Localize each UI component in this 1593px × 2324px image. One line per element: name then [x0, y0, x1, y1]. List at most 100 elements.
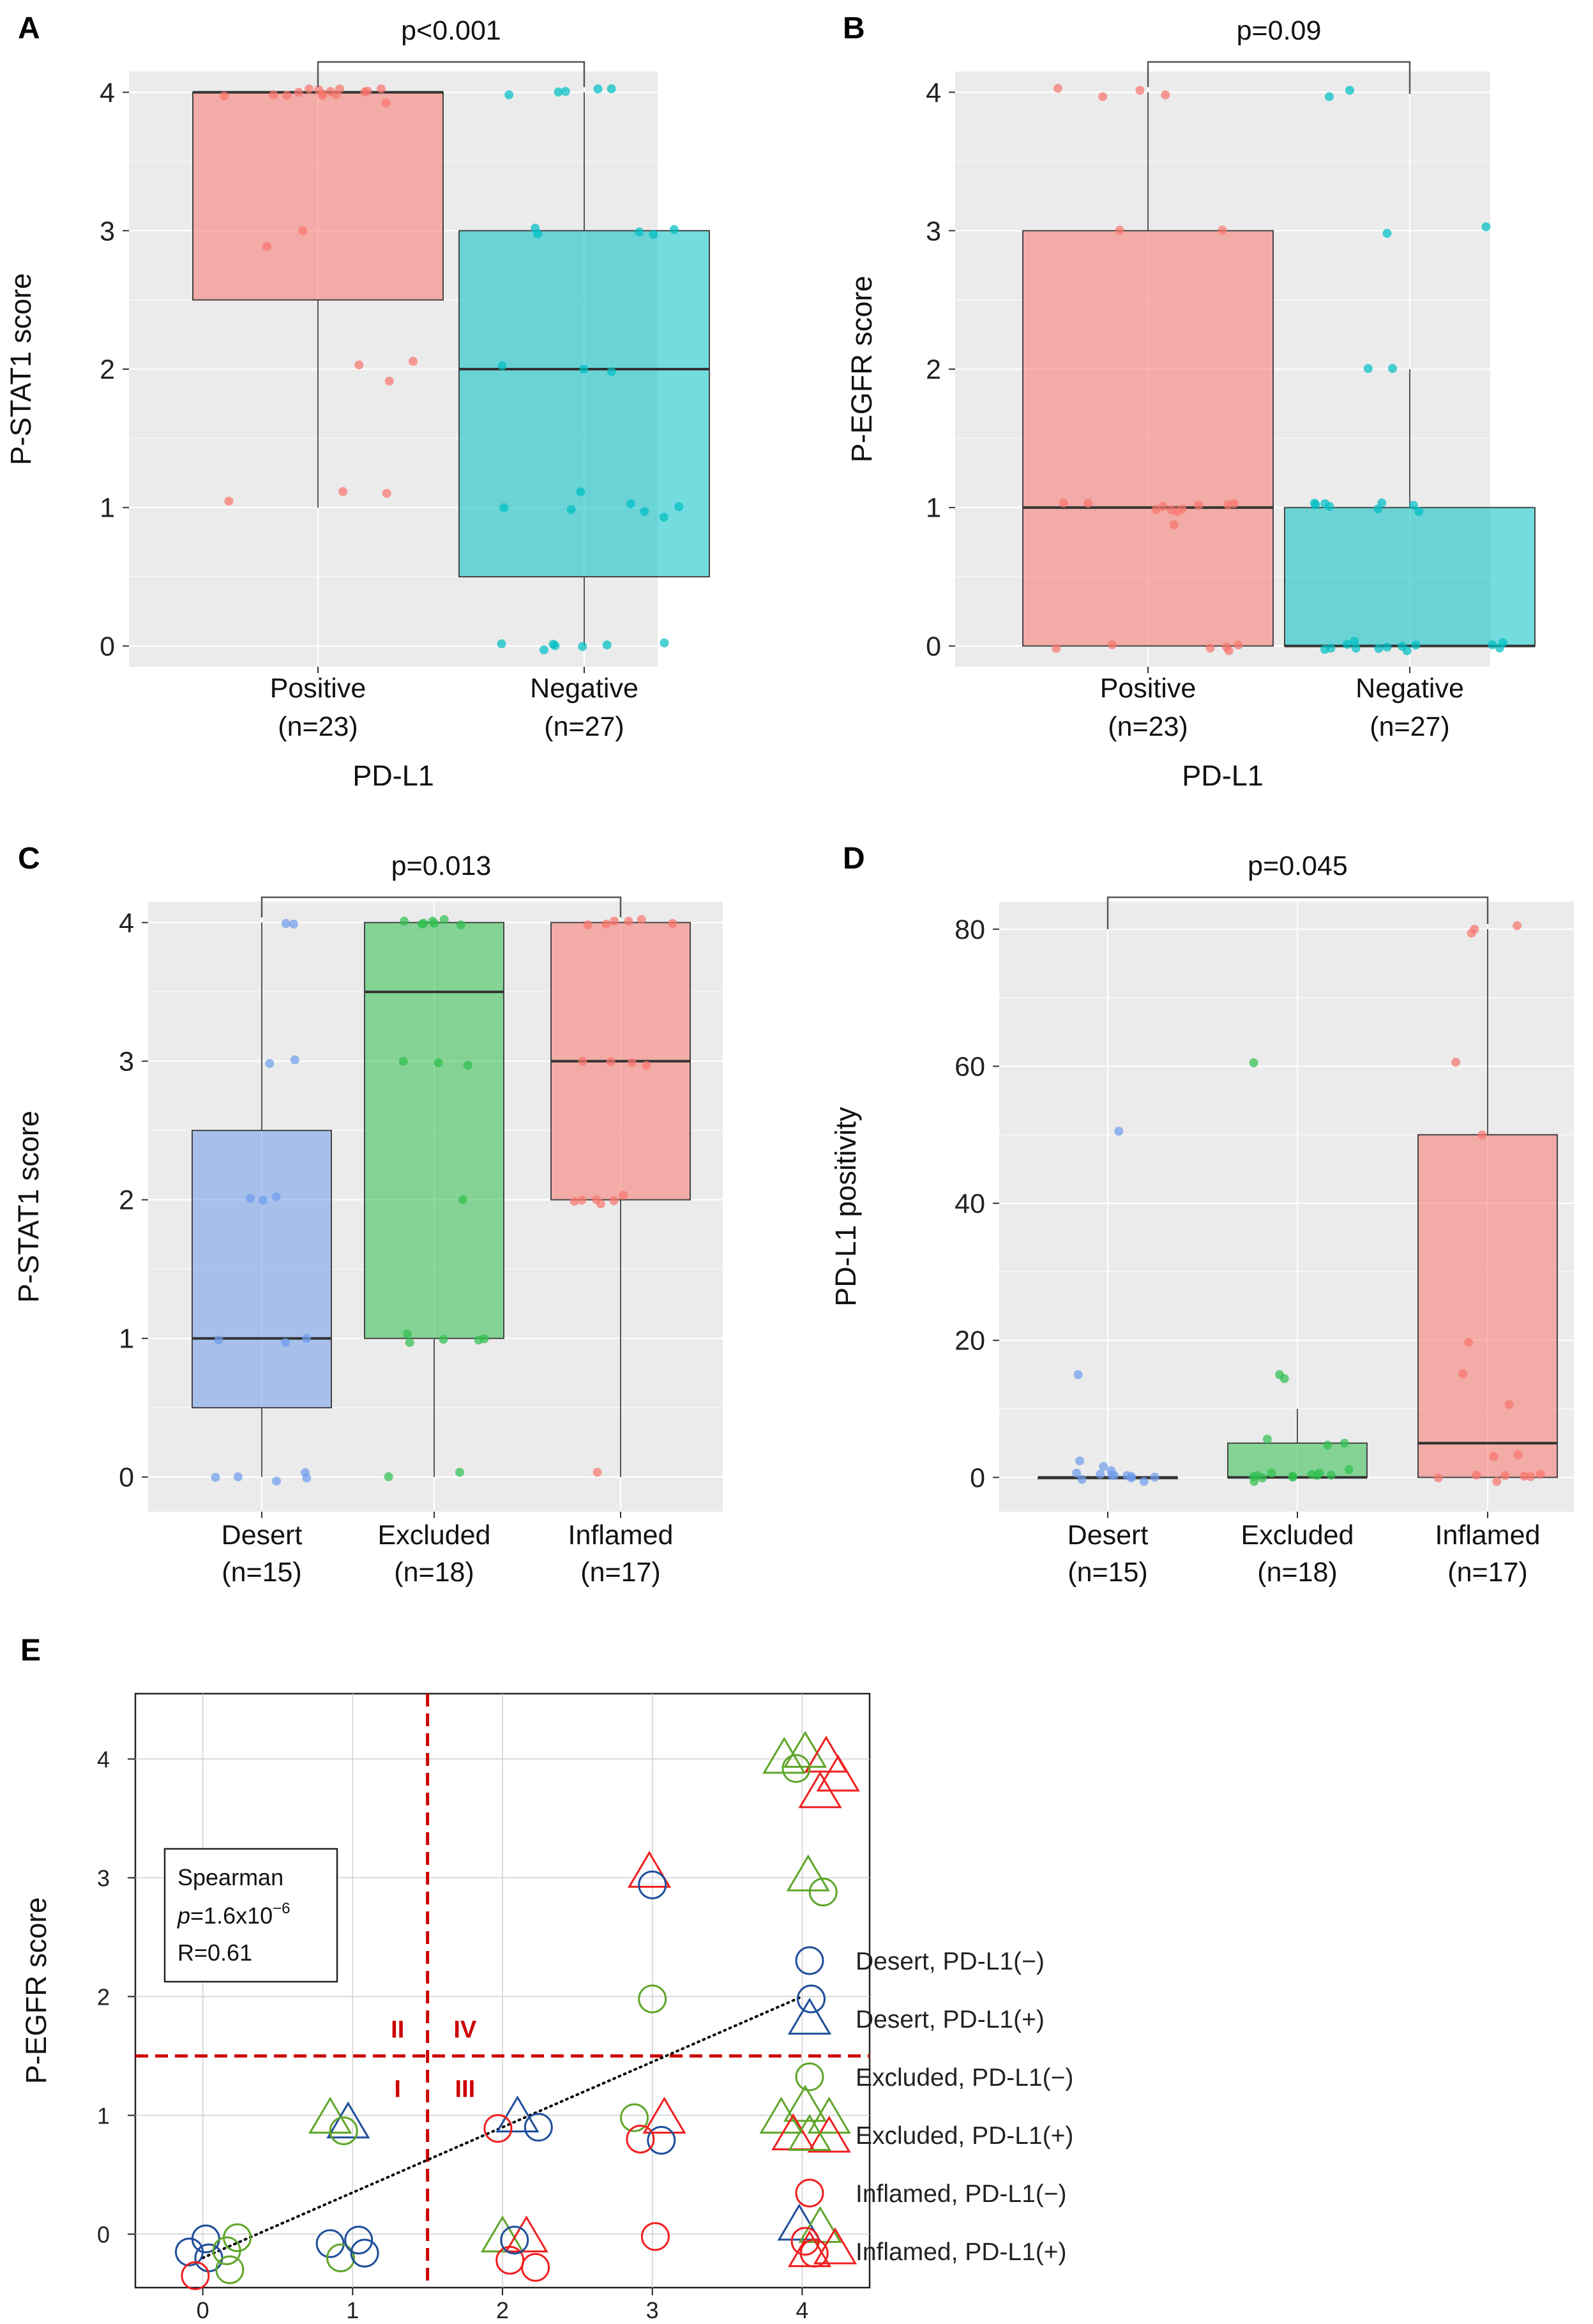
x-group-n-label: (n=17)	[1447, 1557, 1528, 1588]
data-point	[626, 499, 635, 508]
legend-circle-icon	[795, 1946, 824, 1975]
data-point	[609, 1196, 619, 1206]
data-point	[1229, 499, 1239, 508]
data-point	[1108, 640, 1117, 649]
legend-triangle-icon	[787, 2230, 832, 2267]
data-point	[642, 1061, 651, 1070]
data-point	[607, 84, 616, 94]
data-point	[1307, 1470, 1317, 1479]
data-point	[290, 1055, 299, 1065]
data-point-triangle	[786, 1854, 830, 1892]
legend-label: Inflamed, PD-L1(−)	[856, 2180, 1067, 2208]
data-point	[1351, 643, 1361, 653]
x-tick-label: 3	[646, 2297, 659, 2323]
y-tick-label: 4	[119, 908, 134, 939]
data-point	[463, 1061, 472, 1070]
stats-r-value: R=0.61	[177, 1940, 252, 1966]
data-point-circle	[647, 2125, 676, 2155]
box-excluded	[364, 922, 504, 1339]
legend: Desert, PD-L1(−) Desert, PD-L1(+) Excluded…	[787, 1946, 1073, 2267]
data-point	[577, 1196, 587, 1205]
y-tick-label: 2	[100, 354, 115, 385]
x-group-label: Desert	[222, 1520, 303, 1551]
chart-panel-A: Positive (n=23) Negative (n=27) 0 1 2 3 4 P-STAT1…	[4, 11, 710, 792]
data-point	[1249, 1058, 1258, 1068]
x-tick-label: 4	[796, 2297, 808, 2323]
p-value-label: p=0.045	[1248, 851, 1348, 881]
box-inflamed	[1417, 1134, 1558, 1478]
data-point	[1139, 1477, 1149, 1486]
data-point	[1464, 1337, 1474, 1347]
data-point	[1177, 504, 1187, 513]
legend-circle-icon	[795, 2178, 824, 2208]
data-point	[1098, 92, 1108, 102]
x-group-n-label: (n=18)	[1257, 1557, 1338, 1588]
data-point-circle	[215, 2255, 245, 2284]
chart-panel-B: Positive (n=23) Negative (n=27) 0 1 2 3 4 P-EGFR …	[843, 11, 1536, 792]
stats-p-exponent: −6	[273, 1900, 290, 1917]
data-point	[1249, 1472, 1258, 1482]
data-point-circle	[781, 1754, 811, 1783]
data-point	[1472, 1470, 1481, 1480]
data-point	[619, 1190, 628, 1200]
data-point	[1205, 643, 1215, 653]
data-point	[1414, 507, 1424, 517]
data-point	[1325, 502, 1334, 512]
y-tick-label: 0	[926, 631, 941, 662]
data-point-circle	[638, 1984, 667, 2014]
data-point-circle	[350, 2238, 379, 2268]
y-tick-label: 1	[119, 1324, 134, 1355]
data-point-circle	[174, 2237, 204, 2267]
x-group-label: Excluded	[1241, 1520, 1354, 1551]
data-point	[354, 360, 364, 370]
data-point-circle	[626, 2125, 655, 2153]
data-point-triangle	[816, 1754, 860, 1792]
data-point	[1513, 921, 1522, 930]
data-point-triangle	[480, 2215, 525, 2252]
data-point	[1052, 644, 1061, 653]
data-point	[281, 1338, 291, 1348]
y-tick-label: 3	[100, 216, 115, 247]
x-tick-label: 0	[197, 2297, 209, 2323]
data-point	[1263, 1434, 1272, 1444]
data-point	[1288, 1471, 1297, 1481]
data-point	[1234, 641, 1243, 650]
y-tick-label: 2	[97, 1984, 110, 2010]
data-point	[1072, 1468, 1082, 1478]
data-point	[1342, 640, 1352, 649]
data-point-circle	[620, 2103, 649, 2132]
data-point	[398, 1056, 408, 1066]
data-point	[602, 640, 612, 649]
data-point	[1363, 363, 1373, 373]
data-point	[335, 84, 344, 94]
data-point	[504, 90, 514, 100]
data-point	[533, 229, 543, 239]
data-point	[1520, 1471, 1529, 1481]
data-point	[539, 645, 548, 655]
data-point	[439, 915, 449, 924]
data-point	[376, 84, 386, 94]
data-point	[317, 89, 327, 98]
data-point	[606, 1057, 615, 1067]
legend-label: Excluded, PD-L1(+)	[856, 2122, 1073, 2150]
data-point	[1114, 1127, 1124, 1136]
y-axis-label: P-STAT1 score	[4, 273, 37, 466]
y-tick-label: 3	[926, 216, 941, 247]
x-group-label: Negative	[1355, 673, 1464, 704]
y-tick-label: 40	[955, 1189, 985, 1219]
data-point	[384, 376, 394, 386]
panel-label: D	[843, 842, 865, 876]
data-point	[289, 919, 298, 929]
data-point	[497, 361, 507, 370]
x-group-label: Negative	[530, 673, 638, 704]
data-point	[298, 226, 308, 236]
data-point-triangle	[642, 2097, 686, 2134]
trend-line	[201, 1995, 804, 2259]
data-point	[1345, 86, 1354, 95]
data-point-circle	[315, 2229, 345, 2258]
data-point	[428, 916, 437, 926]
data-point	[1326, 643, 1336, 653]
data-point	[419, 918, 428, 928]
